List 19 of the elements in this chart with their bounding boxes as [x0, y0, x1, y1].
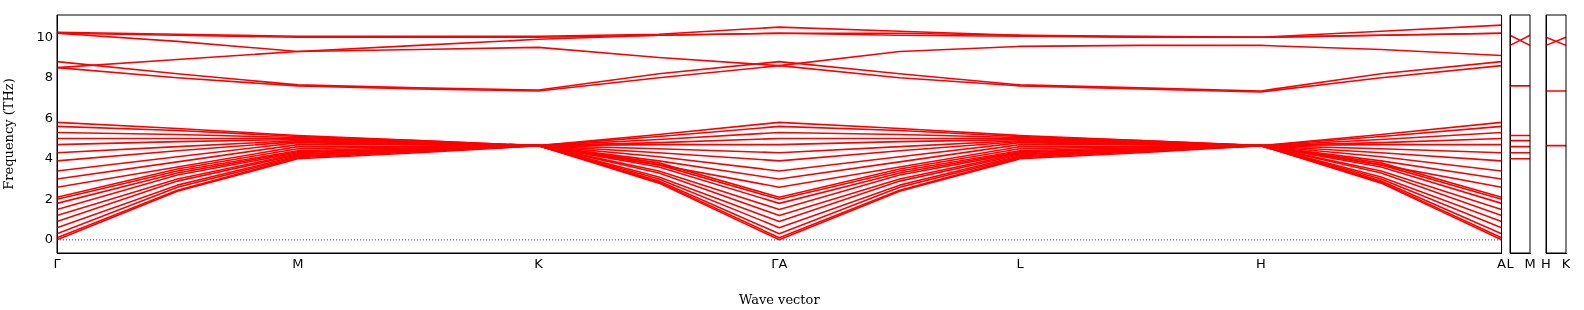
x-tick-label: L [1506, 256, 1515, 272]
x-tick-label: M [1524, 256, 1536, 272]
y-tick-label: 2 [44, 190, 53, 206]
x-axis-title: Wave vector [738, 291, 821, 307]
y-tick-label: 8 [44, 69, 53, 85]
x-tick-label: H [1255, 256, 1266, 272]
x-tick-label: A [1497, 256, 1507, 272]
x-tick-label: Γ [53, 256, 62, 272]
x-tick-label: K [534, 256, 544, 272]
y-tick-label: 10 [36, 28, 53, 44]
x-tick-label: ΓA [771, 256, 788, 272]
y-axis-title: Frequency (THz) [1, 78, 17, 190]
x-tick-label: H [1541, 256, 1551, 272]
x-tick-label: M [292, 256, 304, 272]
y-tick-label: 0 [44, 231, 53, 247]
y-tick-label: 6 [44, 109, 53, 125]
x-tick-label: K [1561, 256, 1571, 272]
x-tick-label: L [1016, 256, 1025, 272]
y-tick-label: 4 [44, 150, 53, 166]
